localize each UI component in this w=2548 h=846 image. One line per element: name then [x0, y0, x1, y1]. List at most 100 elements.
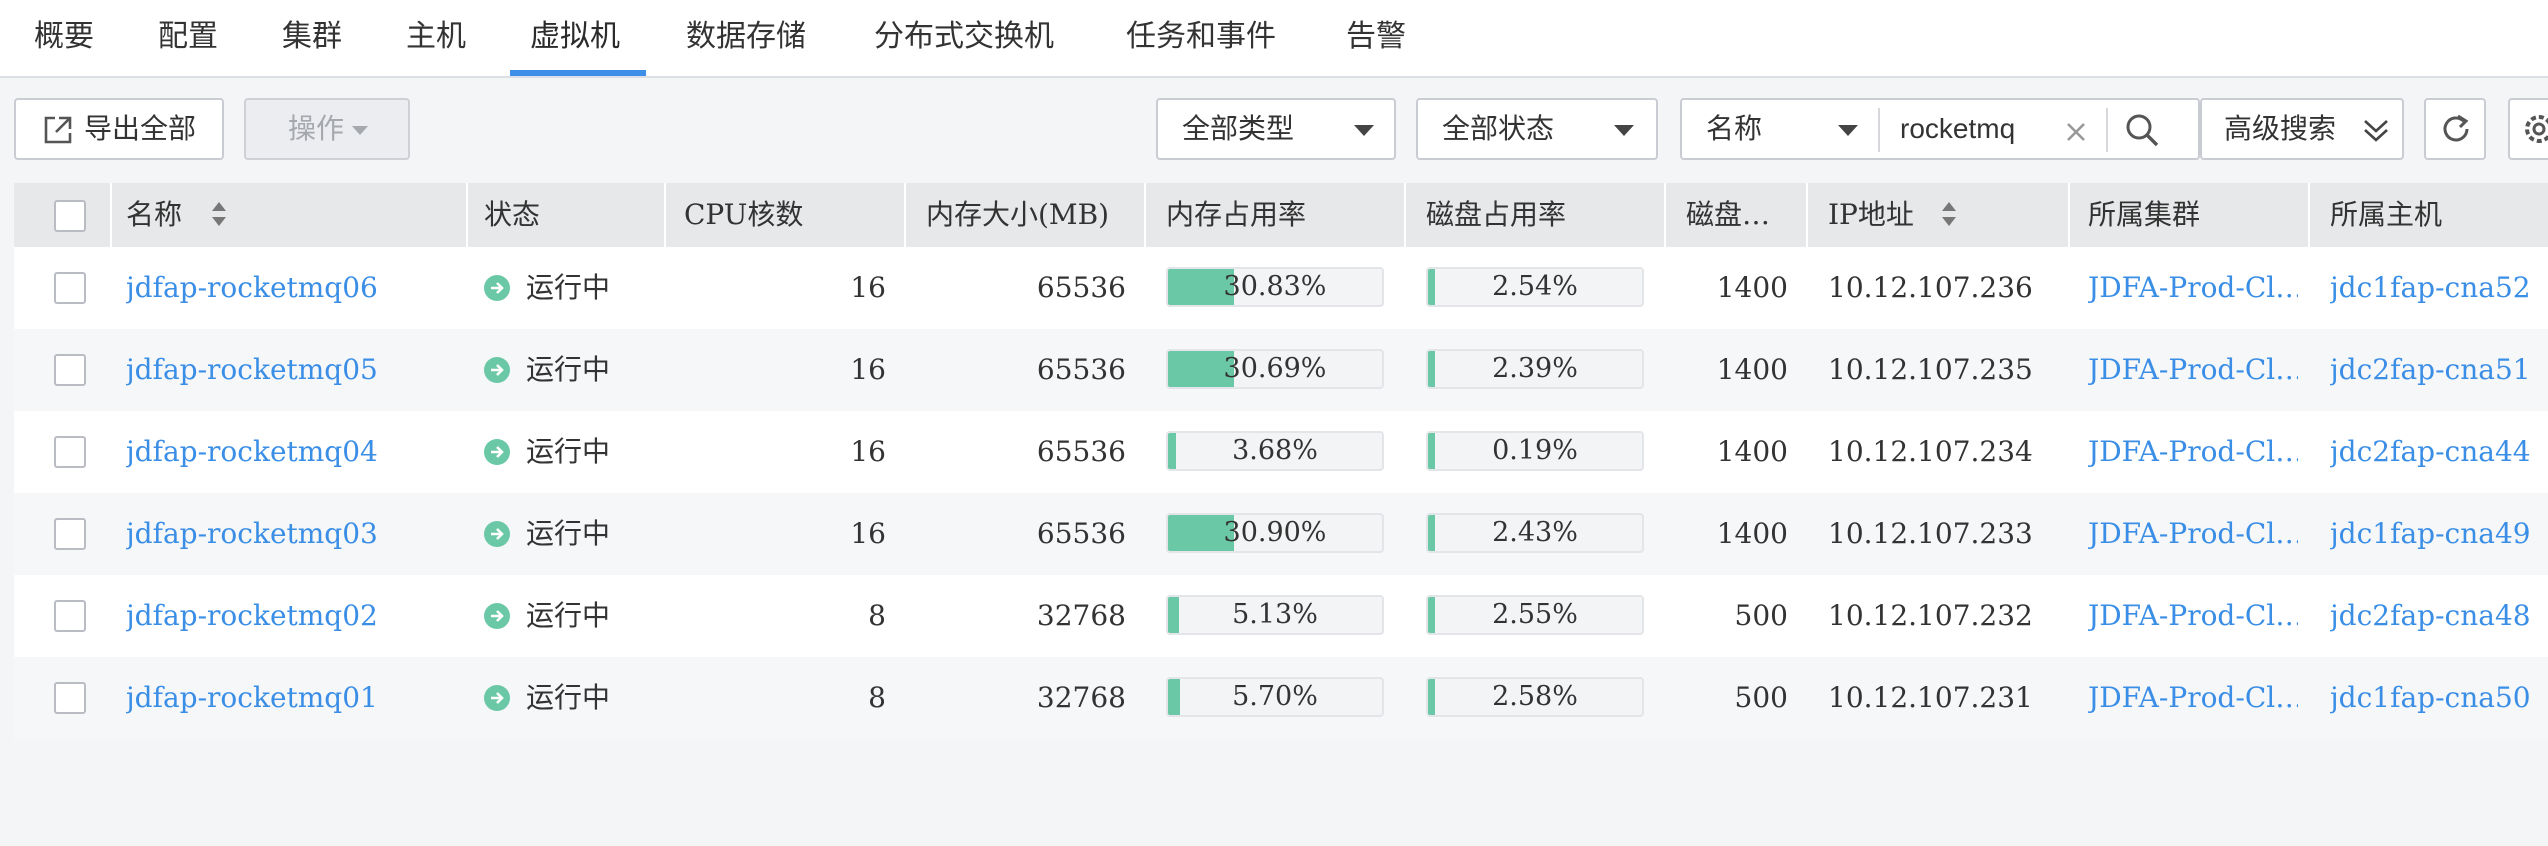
- table-row[interactable]: jdfap-rocketmq05 运行中 16 65536 30.69% 2.3…: [14, 329, 2548, 411]
- refresh-button[interactable]: [2424, 98, 2486, 160]
- row-checkbox[interactable]: [54, 600, 86, 632]
- vm-name-link[interactable]: jdfap-rocketmq01: [126, 681, 378, 714]
- header-ip[interactable]: IP地址: [1828, 198, 1914, 231]
- disk-usage-text: 2.39%: [1492, 353, 1578, 384]
- ip-address: 10.12.107.234: [1828, 435, 2033, 468]
- disk-usage-bar: 0.19%: [1426, 431, 1644, 471]
- header-memory: 内存大小(MB): [926, 198, 1110, 231]
- mem-usage-fill: [1168, 597, 1179, 633]
- ip-address: 10.12.107.232: [1828, 599, 2033, 632]
- tab-datastore[interactable]: 数据存储: [686, 19, 806, 54]
- advanced-search-label: 高级搜索: [2224, 112, 2337, 145]
- cluster-link[interactable]: JDFA-Prod-Cl…: [2088, 517, 2298, 550]
- advanced-search-button[interactable]: 高级搜索: [2200, 98, 2404, 160]
- tab-dswitch[interactable]: 分布式交换机: [874, 19, 1054, 54]
- divider: [2106, 108, 2108, 152]
- memory-size: 32768: [1036, 599, 1126, 632]
- mem-usage-bar: 5.70%: [1166, 677, 1384, 717]
- active-tab-indicator: [510, 70, 646, 76]
- host-link[interactable]: jdc1fap-cna50: [2330, 681, 2531, 714]
- tab-cluster[interactable]: 集群: [282, 19, 342, 54]
- tab-host[interactable]: 主机: [406, 19, 466, 54]
- caret-down-icon: [1614, 125, 1634, 136]
- cpu-cores: 16: [850, 435, 886, 468]
- caret-down-icon: [1838, 125, 1858, 136]
- vm-name-link[interactable]: jdfap-rocketmq06: [126, 271, 378, 304]
- operate-dropdown[interactable]: 操作: [244, 98, 410, 160]
- memory-size: 65536: [1036, 271, 1126, 304]
- divider: [466, 183, 468, 247]
- disk-usage-bar: 2.55%: [1426, 595, 1644, 635]
- vm-name-link[interactable]: jdfap-rocketmq05: [126, 353, 378, 386]
- search-icon[interactable]: [2124, 112, 2160, 155]
- vm-name-link[interactable]: jdfap-rocketmq03: [126, 517, 378, 550]
- mem-usage-text: 5.13%: [1232, 599, 1318, 630]
- cluster-link[interactable]: JDFA-Prod-Cl…: [2088, 435, 2298, 468]
- disk-usage-bar: 2.39%: [1426, 349, 1644, 389]
- divider: [664, 183, 666, 247]
- table-row[interactable]: jdfap-rocketmq01 运行中 8 32768 5.70% 2.58%…: [14, 657, 2548, 739]
- host-link[interactable]: jdc2fap-cna48: [2330, 599, 2531, 632]
- tab-alarms[interactable]: 告警: [1346, 19, 1406, 54]
- disk-size: 500: [1734, 681, 1788, 714]
- tab-tasks-events[interactable]: 任务和事件: [1126, 19, 1276, 54]
- host-link[interactable]: jdc2fap-cna51: [2330, 353, 2531, 386]
- host-link[interactable]: jdc1fap-cna52: [2330, 271, 2531, 304]
- cluster-link[interactable]: JDFA-Prod-Cl…: [2088, 599, 2298, 632]
- mem-usage-bar: 30.69%: [1166, 349, 1384, 389]
- table-row[interactable]: jdfap-rocketmq06 运行中 16 65536 30.83% 2.5…: [14, 247, 2548, 329]
- host-link[interactable]: jdc1fap-cna49: [2330, 517, 2531, 550]
- header-status: 状态: [484, 198, 541, 231]
- tab-overview[interactable]: 概要: [34, 19, 94, 54]
- mem-usage-fill: [1168, 351, 1234, 387]
- cluster-link[interactable]: JDFA-Prod-Cl…: [2088, 271, 2298, 304]
- header-name[interactable]: 名称: [126, 198, 183, 231]
- mem-usage-fill: [1168, 269, 1234, 305]
- type-select[interactable]: 全部类型: [1156, 98, 1396, 160]
- sort-icon[interactable]: [1940, 199, 1958, 233]
- search-input[interactable]: rocketmq: [1900, 113, 2016, 144]
- search-field-select[interactable]: 名称: [1682, 100, 1878, 158]
- row-checkbox[interactable]: [54, 354, 86, 386]
- tab-config[interactable]: 配置: [158, 19, 218, 54]
- divider: [1144, 183, 1146, 247]
- cluster-link[interactable]: JDFA-Prod-Cl…: [2088, 353, 2298, 386]
- select-all-checkbox[interactable]: [54, 200, 86, 232]
- ip-address: 10.12.107.233: [1828, 517, 2033, 550]
- running-arrow-icon: [484, 275, 510, 301]
- double-chevron-down-icon: [2362, 116, 2390, 153]
- host-link[interactable]: jdc2fap-cna44: [2330, 435, 2531, 468]
- status-text: 运行中: [526, 271, 611, 304]
- cpu-cores: 16: [850, 271, 886, 304]
- tab-vm[interactable]: 虚拟机: [530, 19, 620, 54]
- disk-size: 500: [1734, 599, 1788, 632]
- vm-name-link[interactable]: jdfap-rocketmq02: [126, 599, 378, 632]
- disk-size: 1400: [1716, 353, 1788, 386]
- table-row[interactable]: jdfap-rocketmq03 运行中 16 65536 30.90% 2.4…: [14, 493, 2548, 575]
- settings-button[interactable]: [2508, 98, 2548, 160]
- cluster-link[interactable]: JDFA-Prod-Cl…: [2088, 681, 2298, 714]
- running-arrow-icon: [484, 685, 510, 711]
- row-checkbox[interactable]: [54, 436, 86, 468]
- sort-icon[interactable]: [210, 199, 228, 233]
- disk-usage-fill: [1428, 351, 1435, 387]
- memory-size: 65536: [1036, 353, 1126, 386]
- export-all-button[interactable]: 导出全部: [14, 98, 224, 160]
- table-row[interactable]: jdfap-rocketmq02 运行中 8 32768 5.13% 2.55%…: [14, 575, 2548, 657]
- cpu-cores: 16: [850, 353, 886, 386]
- close-icon[interactable]: [2064, 118, 2088, 151]
- vm-name-link[interactable]: jdfap-rocketmq04: [126, 435, 378, 468]
- ip-address: 10.12.107.236: [1828, 271, 2033, 304]
- row-checkbox[interactable]: [54, 682, 86, 714]
- search-box: 名称 rocketmq: [1680, 98, 2200, 160]
- header-host: 所属主机: [2330, 198, 2443, 231]
- disk-usage-text: 0.19%: [1492, 435, 1578, 466]
- cpu-cores: 8: [868, 599, 886, 632]
- row-checkbox[interactable]: [54, 272, 86, 304]
- search-field-value: 名称: [1706, 112, 1763, 145]
- row-checkbox[interactable]: [54, 518, 86, 550]
- status-select[interactable]: 全部状态: [1416, 98, 1658, 160]
- mem-usage-bar: 30.90%: [1166, 513, 1384, 553]
- table-row[interactable]: jdfap-rocketmq04 运行中 16 65536 3.68% 0.19…: [14, 411, 2548, 493]
- mem-usage-text: 30.90%: [1223, 517, 1327, 548]
